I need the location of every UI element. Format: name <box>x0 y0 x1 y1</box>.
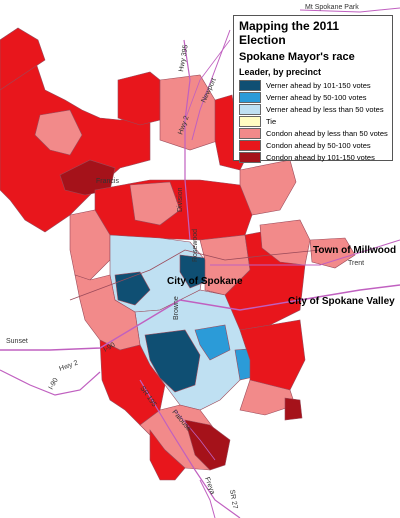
legend-item: Tie <box>239 115 387 127</box>
label-sunset: Sunset <box>6 338 28 345</box>
precinct-millwood-pink <box>309 237 356 269</box>
legend-heading: Leader, by precinct <box>239 67 322 77</box>
road-layer <box>0 7 400 518</box>
precinct-west-pink <box>69 209 111 281</box>
label-mt-spokane-park: Mt Spokane Park <box>305 4 359 11</box>
legend-swatch <box>239 103 261 115</box>
road-palouse <box>174 409 216 461</box>
precinct-south-pink-east <box>239 379 296 416</box>
road-river <box>69 249 321 301</box>
label-city-of-spokane: City of Spokane <box>167 276 243 287</box>
legend-item: Verner ahead by 50-100 votes <box>239 91 387 103</box>
road-sr195 <box>139 379 241 518</box>
legend-subtitle: Spokane Mayor's race <box>239 51 355 63</box>
precinct-central-blue <box>179 254 211 289</box>
legend-item-label: Verner ahead by 101-150 votes <box>266 80 371 90</box>
label-trent: Trent <box>348 260 364 267</box>
legend-title: Mapping the 2011 Election <box>239 19 340 47</box>
legend-item-label: Tie <box>266 116 277 126</box>
road-sr27 <box>199 479 216 518</box>
legend-item: Verner ahead by less than 50 votes <box>239 103 387 115</box>
legend-swatch <box>239 79 261 91</box>
legend-item: Condon ahead by 50-100 votes <box>239 139 387 151</box>
precinct-south-dark <box>184 419 231 471</box>
map-legend: Mapping the 2011 Election Spokane Mayor'… <box>233 15 393 163</box>
legend-swatch <box>239 139 261 151</box>
road-mt-spokane-park <box>299 7 400 13</box>
road-hwy-2-north <box>184 39 231 121</box>
legend-item-label: Condon ahead by less than 50 votes <box>266 128 388 138</box>
precinct-south-darkblue <box>144 329 201 393</box>
label-division: Division <box>177 187 184 212</box>
precinct-northwest-pink <box>34 109 83 156</box>
place-label-layer: City of Spokane Town of Millwood City of… <box>167 245 396 307</box>
legend-item: Verner ahead by 101-150 votes <box>239 79 387 91</box>
precinct-southeast-dark <box>284 397 303 421</box>
legend-item-label: Condon ahead by 101-150 votes <box>266 152 375 162</box>
legend-item: Condon ahead by less than 50 votes <box>239 127 388 139</box>
label-town-of-millwood: Town of Millwood <box>313 245 396 256</box>
legend-item-label: Verner ahead by 50-100 votes <box>266 92 367 102</box>
precinct-south-blue <box>194 324 231 361</box>
legend-item: Condon ahead by 101-150 votes <box>239 151 387 163</box>
legend-swatch <box>239 151 261 163</box>
label-hwy-395: Hwy 395 <box>178 44 190 72</box>
legend-swatch <box>239 127 261 139</box>
legend-swatch <box>239 115 261 127</box>
precinct-far-south-red <box>149 429 186 481</box>
label-rosewood: Rosewood <box>192 229 199 262</box>
label-francis: Francis <box>96 178 119 185</box>
label-sr27: SR 27 <box>228 489 238 509</box>
label-browne: Browne <box>173 296 180 320</box>
precinct-north-strip <box>117 71 161 126</box>
road-i90-east <box>179 284 400 311</box>
legend-rows: Verner ahead by 101-150 votes Verner ahea… <box>239 79 388 163</box>
legend-swatch <box>239 91 261 103</box>
precinct-north-central-pink <box>129 181 181 226</box>
road-i90-west <box>0 299 181 351</box>
road-trent <box>210 239 400 266</box>
label-city-of-spokane-valley: City of Spokane Valley <box>288 296 395 307</box>
precinct-northwest-top <box>0 27 46 91</box>
legend-item-label: Verner ahead by less than 50 votes <box>266 104 384 114</box>
road-hwy-2-west <box>0 369 101 396</box>
legend-item-label: Condon ahead by 50-100 votes <box>266 140 371 150</box>
